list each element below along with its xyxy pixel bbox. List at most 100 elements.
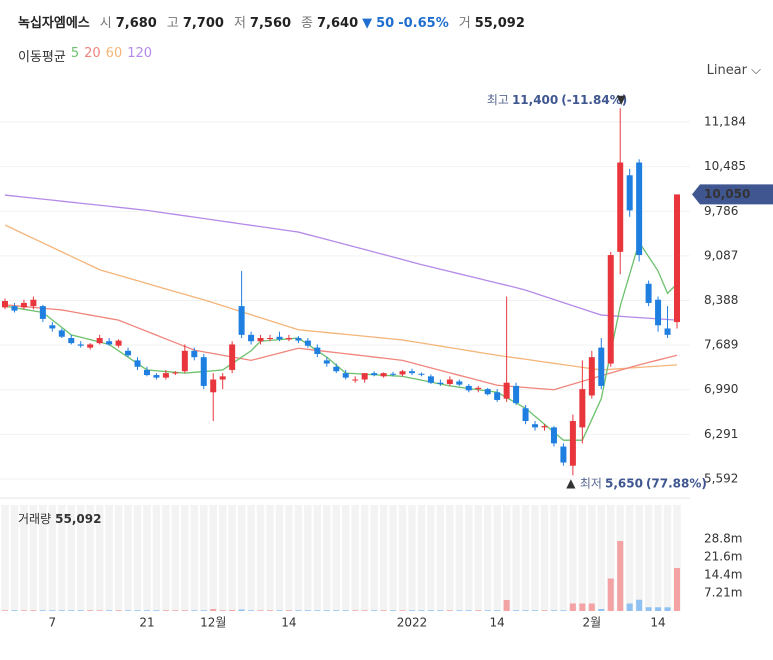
volume-column-bg <box>58 505 66 611</box>
moving-average-line <box>4 224 678 371</box>
volume-bar <box>2 610 8 611</box>
x-tick-label: 21 <box>139 616 154 630</box>
moving-average-line <box>4 304 678 391</box>
volume-column-bg <box>124 505 132 611</box>
candle-body <box>134 360 141 367</box>
candle-body <box>153 375 160 378</box>
volume-column-bg <box>285 505 293 611</box>
volume-bar <box>598 609 605 611</box>
candle-body <box>503 382 510 399</box>
volume-column-bg <box>455 505 464 611</box>
volume-column-bg <box>417 505 426 611</box>
volume-bar <box>352 610 359 611</box>
candle-body <box>674 194 680 323</box>
candle-body <box>68 338 75 344</box>
volume-column-bg <box>152 505 161 611</box>
volume-column-bg <box>10 505 19 611</box>
candle-body <box>58 330 65 337</box>
volume-bar <box>418 610 425 611</box>
candle-body <box>2 301 8 308</box>
volume-column-bg <box>673 505 681 611</box>
candle-body <box>361 373 368 380</box>
volume-column-bg <box>578 505 587 611</box>
volume-bar <box>304 610 311 611</box>
change-pct: -0.65% <box>398 16 449 31</box>
volume-column-bg <box>559 505 568 611</box>
candle-body <box>295 338 302 341</box>
candle-body <box>257 338 264 342</box>
y-tick-label: 6,291 <box>704 427 738 441</box>
candle-body <box>96 338 103 344</box>
candle-body <box>513 385 520 404</box>
volume-column-bg <box>39 505 47 611</box>
volume-bar <box>541 610 548 611</box>
volume-column-bg <box>323 505 331 611</box>
candle-body <box>636 162 643 256</box>
volume-bar <box>390 610 397 611</box>
candle-body <box>162 373 169 378</box>
high-arrow: ▼ <box>617 93 627 107</box>
candle-body <box>484 389 491 395</box>
volume-column-bg <box>531 505 539 611</box>
candle-body <box>125 350 132 356</box>
candle-body <box>399 371 406 375</box>
volume-bar <box>494 610 501 611</box>
volume-column-bg <box>493 505 501 611</box>
candle-body <box>390 373 397 375</box>
candle-body <box>20 302 27 308</box>
candle-body <box>49 325 56 329</box>
volume-column-bg <box>635 505 643 611</box>
legend-entry: 20 <box>84 46 101 61</box>
scale-menu[interactable]: Linear ⌵ <box>707 63 761 78</box>
volume-column-bg <box>200 505 208 611</box>
volume-column-bg <box>569 505 577 611</box>
volume-column-bg <box>313 505 322 611</box>
candle-body <box>39 306 46 319</box>
candle-body <box>352 379 359 381</box>
volume-column-bg <box>133 505 142 611</box>
volume-column-bg <box>663 505 672 611</box>
volume-column-bg <box>512 505 520 611</box>
candle-body <box>465 385 472 391</box>
x-tick-label: 14 <box>281 616 296 630</box>
legend-entry: 5 <box>70 46 80 61</box>
volume-column-bg <box>294 505 303 611</box>
volume-column-bg <box>29 505 38 611</box>
volume-bar <box>257 610 264 611</box>
candle-body <box>532 424 539 428</box>
volume-column-bg <box>114 505 123 611</box>
candle-body <box>210 379 217 393</box>
candle-body <box>522 408 529 422</box>
candle-body <box>617 162 624 252</box>
y-tick-label: 10,485 <box>704 159 746 173</box>
volume-column-bg <box>408 505 416 611</box>
volume-column-bg <box>228 505 236 611</box>
volume-column-bg <box>190 505 199 611</box>
legend-entry: 120 <box>127 46 153 61</box>
high-label: 고 <box>166 16 179 31</box>
volume-column-bg <box>342 505 350 611</box>
volume-column-bg <box>247 505 255 611</box>
candle-body <box>143 369 150 376</box>
volume-bar <box>20 610 27 611</box>
low-note-prefix: 최저 <box>580 476 602 490</box>
volume-column-bg <box>550 505 558 611</box>
volume-column-bg <box>483 505 492 611</box>
candle-body <box>598 347 605 386</box>
volume-bar <box>172 610 179 611</box>
volume-column-bg <box>181 505 189 611</box>
low-note: 최저 5,650 (77.88%) <box>580 476 707 490</box>
volume-bar <box>484 610 491 611</box>
legend-title: 이동평균 <box>18 50 66 65</box>
candle-body <box>219 376 226 380</box>
volume-bar <box>285 610 292 611</box>
candle-body <box>248 334 255 342</box>
scale-menu-label[interactable]: Linear <box>706 63 747 78</box>
y-tick-label: 8,388 <box>704 293 738 307</box>
candle-body <box>560 446 567 463</box>
volume-bar <box>503 600 510 611</box>
volume-bar <box>655 607 662 611</box>
volume-bar <box>522 610 529 611</box>
high-note-prefix: 최고 <box>487 93 509 107</box>
volume-column-bg <box>379 505 388 611</box>
